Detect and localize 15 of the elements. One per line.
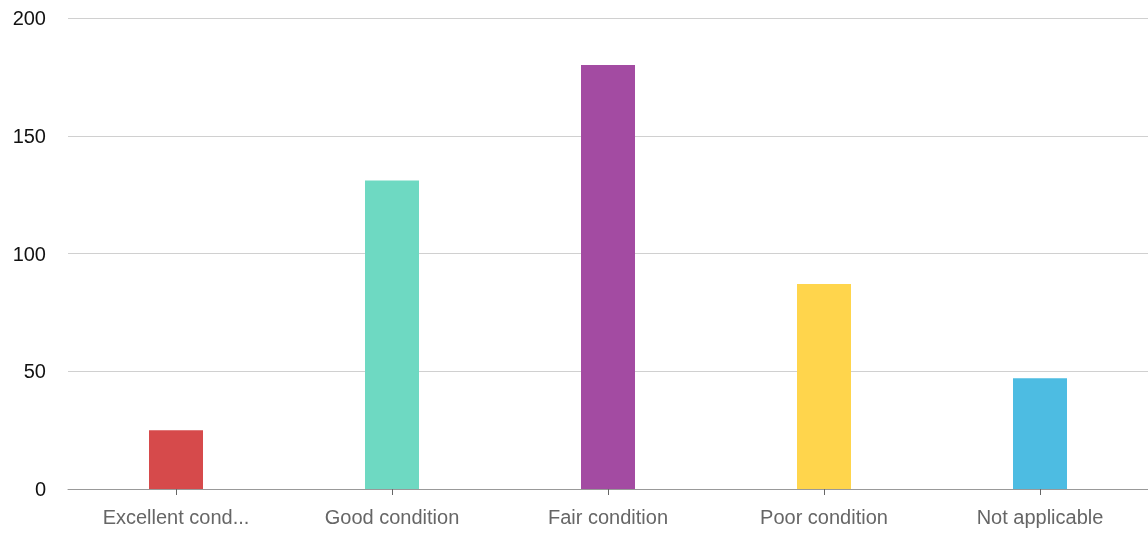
bar <box>1013 378 1067 489</box>
bar <box>797 284 851 489</box>
y-tick-label: 150 <box>12 124 46 147</box>
y-tick-label: 200 <box>12 7 46 29</box>
x-tick-label: Poor condition <box>760 506 888 528</box>
y-tick-label: 100 <box>12 242 46 265</box>
x-tick-label: Good condition <box>324 506 460 528</box>
x-tick-label: Fair condition <box>547 506 669 528</box>
bar <box>149 430 203 489</box>
bar <box>365 180 419 489</box>
x-tick-label: Excellent cond... <box>102 506 250 528</box>
x-tick-label: Not applicable <box>976 506 1104 528</box>
y-tick-label: 0 <box>34 478 46 500</box>
bar <box>581 65 635 489</box>
y-tick-label: 50 <box>23 360 46 383</box>
